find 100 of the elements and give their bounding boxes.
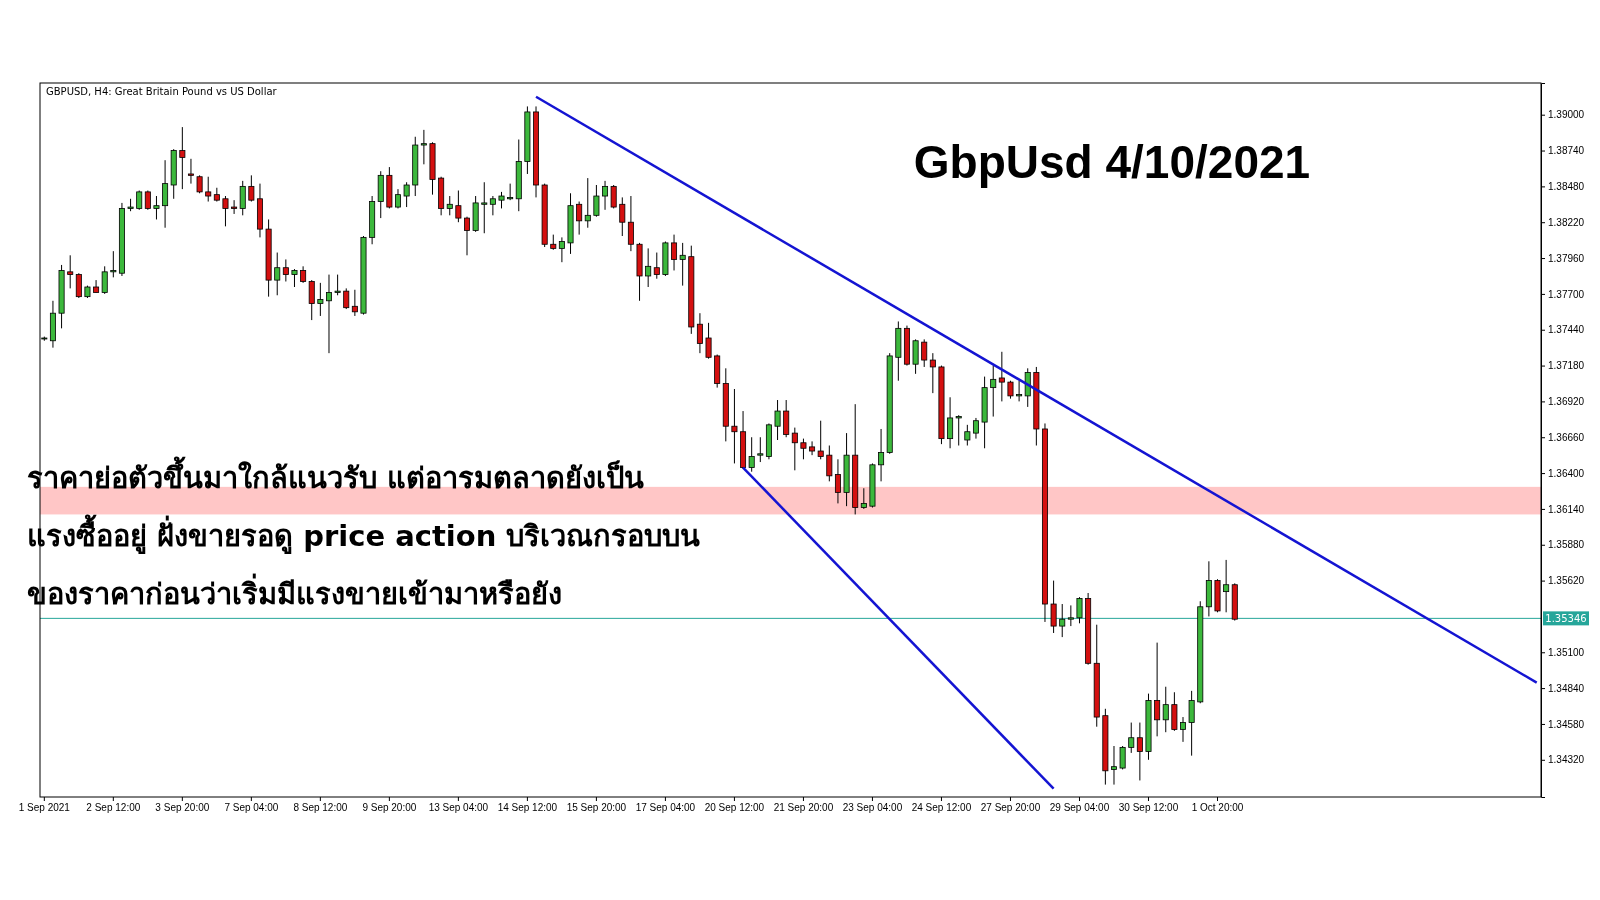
candlestick — [455, 190, 462, 223]
y-tick-label: 1.39000 — [1548, 109, 1585, 121]
chart-subtitle: GBPUSD, H4: Great Britain Pound vs US Dollar — [46, 86, 278, 97]
candlestick — [75, 272, 82, 299]
x-tick-label: 1 Sep 2021 — [18, 802, 71, 814]
y-tick-label: 1.36660 — [1548, 431, 1585, 443]
candlestick — [1136, 722, 1143, 781]
candlestick — [274, 252, 281, 296]
annotation: ของราคาก่อนว่าเริ่มมีแรงขายเข้ามาหรือยัง — [27, 573, 562, 611]
candlestick — [93, 279, 100, 294]
y-tick-label: 1.37180 — [1548, 360, 1585, 372]
candlestick — [1162, 686, 1169, 733]
candlestick — [817, 420, 824, 460]
candlestick — [619, 196, 626, 237]
candlestick — [153, 195, 160, 220]
candlestick — [947, 396, 954, 449]
candlestick — [929, 352, 936, 394]
candlestick — [791, 427, 798, 471]
candlestick — [239, 180, 246, 216]
candlestick — [464, 216, 470, 256]
x-tick-label: 14 Sep 12:00 — [497, 802, 558, 814]
x-tick-label: 29 Sep 04:00 — [1049, 802, 1110, 814]
candlestick — [602, 180, 609, 211]
y-tick-label: 1.37700 — [1548, 288, 1585, 300]
candlestick — [834, 458, 841, 504]
x-tick-label: 23 Sep 04:00 — [842, 802, 903, 814]
annotation: ราคาย่อตัวขึ้นมาใกล้แนวรับ แต่อารมตลาดยังเป็น — [27, 456, 645, 495]
x-tick-label: 27 Sep 20:00 — [980, 802, 1041, 814]
candlestick — [955, 414, 962, 447]
y-tick-label: 1.38740 — [1548, 145, 1585, 157]
x-tick-label: 24 Sep 12:00 — [911, 802, 972, 814]
candlestick — [248, 174, 255, 203]
candlestick — [317, 282, 324, 317]
x-tick-label: 30 Sep 12:00 — [1118, 802, 1179, 814]
candlestick — [231, 199, 238, 215]
candlestick — [101, 265, 108, 295]
candlestick — [1223, 559, 1230, 613]
candlestick — [1180, 716, 1186, 743]
candlestick — [1016, 380, 1023, 402]
y-tick-label: 1.36920 — [1548, 396, 1585, 408]
candlestick — [731, 388, 738, 464]
candlestick — [990, 365, 997, 418]
candlestick — [187, 158, 194, 185]
candlestick — [162, 159, 169, 229]
candlestick — [334, 274, 341, 296]
x-tick-label: 2 Sep 12:00 — [86, 802, 141, 814]
x-tick-label: 9 Sep 20:00 — [362, 802, 417, 814]
candlestick — [800, 438, 807, 460]
candlestick — [308, 279, 315, 321]
candlestick — [696, 312, 703, 354]
y-tick-label: 1.35880 — [1548, 539, 1585, 551]
x-tick-label: 1 Oct 20:00 — [1191, 802, 1244, 814]
candlestick — [576, 201, 583, 236]
candlestick — [584, 177, 591, 229]
candlestick — [671, 234, 678, 271]
candlestick — [481, 181, 488, 234]
y-tick-label: 1.35100 — [1548, 646, 1585, 658]
x-tick-label: 13 Sep 04:00 — [428, 802, 489, 814]
y-tick-label: 1.36400 — [1548, 467, 1585, 479]
candlestick — [110, 250, 117, 278]
text: GbpUsd 4/10/2021 — [913, 136, 1311, 188]
candlestick — [1128, 722, 1135, 754]
x-tick-label: 15 Sep 20:00 — [566, 802, 627, 814]
x-tick-label: 20 Sep 12:00 — [704, 802, 765, 814]
y-tick-label: 1.34580 — [1548, 718, 1585, 730]
ref-line-label: 1.35346 — [1545, 613, 1587, 625]
candlestick — [489, 195, 496, 216]
candlestick — [1059, 603, 1066, 638]
candlestick — [343, 287, 350, 310]
candlestick — [222, 195, 229, 227]
y-tick-label: 1.36140 — [1548, 503, 1585, 515]
candlestick — [1024, 367, 1031, 408]
candlestick — [860, 487, 867, 510]
candlestick — [179, 126, 186, 190]
candlestick — [1050, 580, 1057, 634]
candlestick — [351, 289, 358, 317]
x-tick-label: 3 Sep 20:00 — [155, 802, 210, 814]
candlestick — [998, 351, 1005, 402]
candlestick — [748, 436, 755, 473]
candlestick — [205, 176, 212, 203]
y-tick-label: 1.37440 — [1548, 324, 1585, 336]
candlestick — [705, 322, 712, 360]
y-tick-label: 1.34840 — [1548, 682, 1585, 694]
y-tick-label: 1.37960 — [1548, 252, 1585, 264]
candlestick — [878, 428, 885, 482]
candlestick — [627, 195, 634, 252]
candlestick — [783, 399, 790, 438]
y-tick-label: 1.38480 — [1548, 181, 1585, 193]
candlestick — [1067, 604, 1074, 627]
y-tick-label: 1.34320 — [1548, 754, 1585, 766]
candlestick — [593, 184, 600, 218]
candlestick — [964, 424, 971, 447]
candlestick — [1188, 690, 1195, 757]
candlestick — [67, 254, 74, 289]
candlestick — [774, 399, 781, 441]
candlestick — [326, 274, 332, 354]
candlestick — [403, 181, 410, 208]
candlestick — [446, 195, 453, 216]
candlestick — [653, 252, 660, 280]
annotation: แรงซื้ออยู่ ฝั่งขายรอดู price action บริเวณกรอบบน — [27, 514, 701, 554]
